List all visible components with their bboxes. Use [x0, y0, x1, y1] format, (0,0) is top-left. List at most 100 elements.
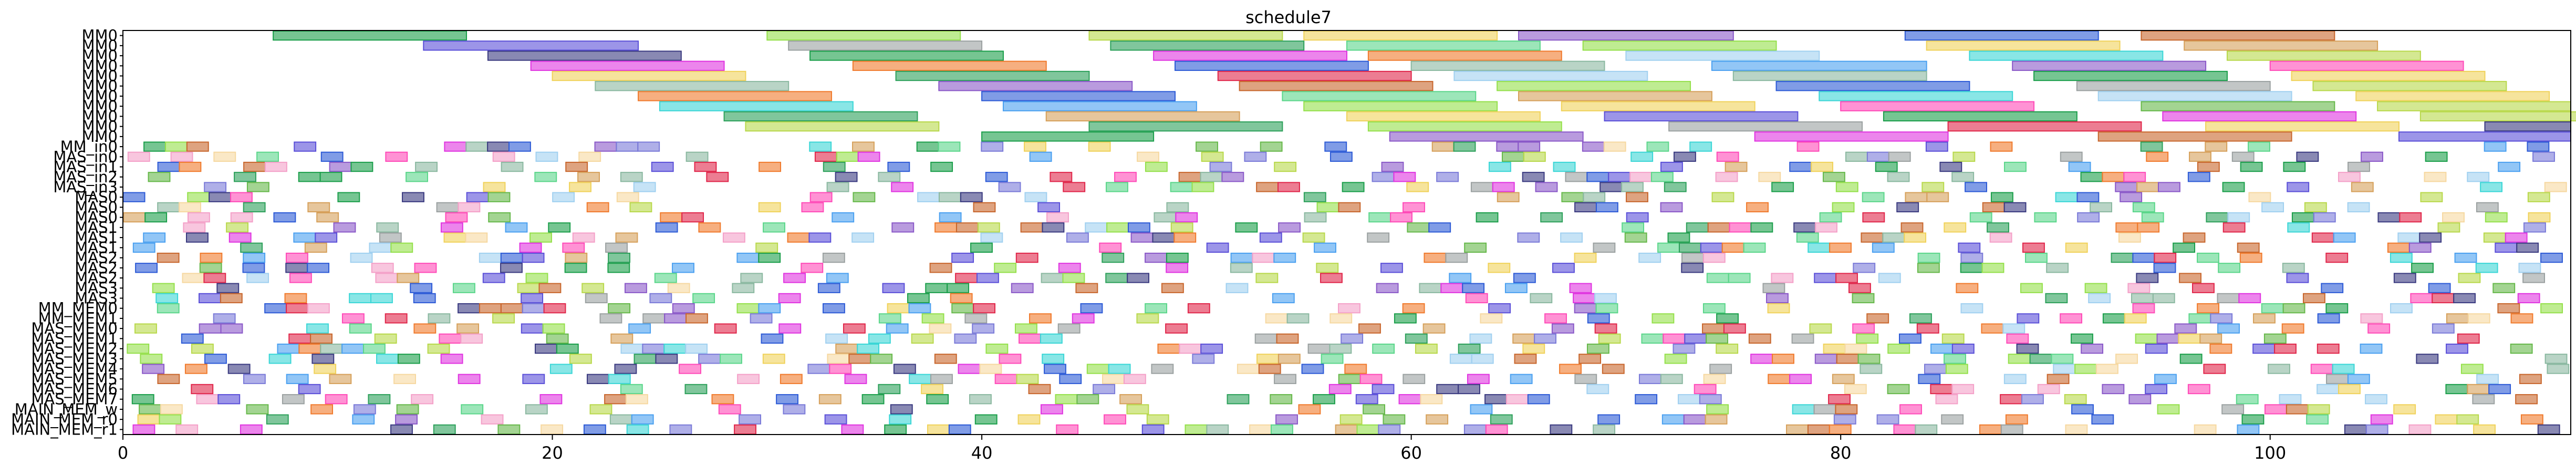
task-bar [1771, 182, 1794, 192]
task-bar [2398, 131, 2571, 142]
task-bar [1667, 232, 1690, 243]
task-bar [2210, 313, 2233, 324]
task-bar [390, 424, 413, 435]
task-bar [801, 263, 824, 273]
task-bar [887, 161, 910, 172]
task-bar [1638, 252, 1661, 263]
task-bar [376, 354, 399, 364]
y-tick-label: MAS_in2 [53, 168, 118, 186]
task-bar [2178, 333, 2201, 344]
task-bar [565, 161, 588, 172]
task-bar [1206, 424, 1229, 435]
task-bar [1093, 384, 1116, 395]
task-bar [740, 273, 763, 283]
task-bar [745, 121, 940, 132]
task-bar [315, 232, 338, 243]
task-bar [1622, 222, 1645, 233]
task-bar [1102, 374, 1125, 384]
task-bar [481, 414, 504, 425]
task-bar [1608, 172, 1631, 182]
task-bar [778, 293, 801, 304]
task-bar [1221, 172, 1244, 182]
task-bar [2003, 202, 2027, 213]
task-bar [282, 394, 305, 405]
task-bar [1750, 354, 1773, 364]
task-bar [1673, 151, 1696, 162]
task-bar [1743, 242, 1766, 253]
task-bar [823, 161, 846, 172]
task-bar [2419, 111, 2576, 122]
task-bar [2071, 333, 2093, 344]
task-bar [1510, 374, 1533, 384]
y-tick-label: MM0 [82, 27, 118, 45]
task-bar [605, 242, 628, 253]
task-bar [607, 263, 630, 273]
task-bar [439, 333, 462, 344]
task-bar [2017, 313, 2040, 324]
task-bar [2367, 323, 2391, 334]
task-bar [522, 374, 545, 384]
task-bar [1346, 40, 1541, 51]
task-bar [927, 424, 950, 435]
task-bar [2197, 161, 2220, 172]
task-bar [1346, 111, 1541, 122]
task-bar [1835, 273, 1858, 283]
task-bar [2456, 414, 2479, 425]
task-bar [1329, 313, 1353, 324]
task-bar [1492, 182, 1515, 192]
y-tick-label: MM0 [82, 107, 118, 125]
task-bar [2131, 293, 2154, 304]
task-bar [2310, 364, 2333, 374]
y-tick-label: MM0 [82, 57, 118, 75]
task-bar [1355, 394, 1378, 405]
task-bar [835, 172, 858, 182]
task-bar [186, 141, 209, 152]
task-bar [2141, 101, 2335, 111]
task-bar [1274, 374, 1296, 384]
task-bar [1848, 283, 1871, 293]
y-tick-label: MM_in0 [60, 138, 118, 156]
task-bar [1930, 343, 1953, 354]
task-bar [2136, 273, 2159, 283]
task-bar [1916, 323, 1939, 334]
task-bar [2000, 424, 2023, 435]
task-bar [1505, 394, 1529, 405]
task-bar [762, 354, 785, 364]
task-bar [1586, 384, 1609, 395]
task-bar [2261, 202, 2284, 213]
task-bar [2347, 202, 2370, 213]
task-bar [698, 222, 721, 233]
task-bar [925, 283, 948, 293]
task-bar [857, 343, 880, 354]
task-bar [341, 343, 364, 354]
task-bar [1828, 394, 1851, 405]
task-bar [517, 283, 540, 293]
task-bar [1467, 374, 1490, 384]
task-bar [444, 141, 467, 152]
task-bar [1703, 374, 1726, 384]
task-bar [679, 364, 702, 374]
task-bar [2492, 283, 2516, 293]
task-bar [1029, 151, 1052, 162]
task-bar [199, 293, 221, 304]
task-bar [1527, 394, 1550, 405]
task-bar [891, 222, 915, 233]
task-bar [2445, 384, 2468, 395]
task-bar [1166, 202, 1189, 213]
task-bar [500, 303, 523, 314]
task-bar [2321, 283, 2344, 293]
task-bar [1641, 333, 1664, 344]
task-bar [242, 263, 265, 273]
task-bar [1255, 273, 1279, 283]
y-tick-label: MM_MEM0 [38, 300, 118, 317]
task-bar [1277, 354, 1301, 364]
task-bar [2187, 172, 2210, 182]
task-bar [2393, 404, 2416, 415]
task-bar [2446, 313, 2469, 324]
task-bar [2132, 252, 2155, 263]
task-bar [2146, 151, 2169, 162]
task-bar [2156, 333, 2179, 344]
task-bar [1715, 172, 1738, 182]
task-bar [1875, 161, 1898, 172]
task-bar [423, 40, 639, 51]
